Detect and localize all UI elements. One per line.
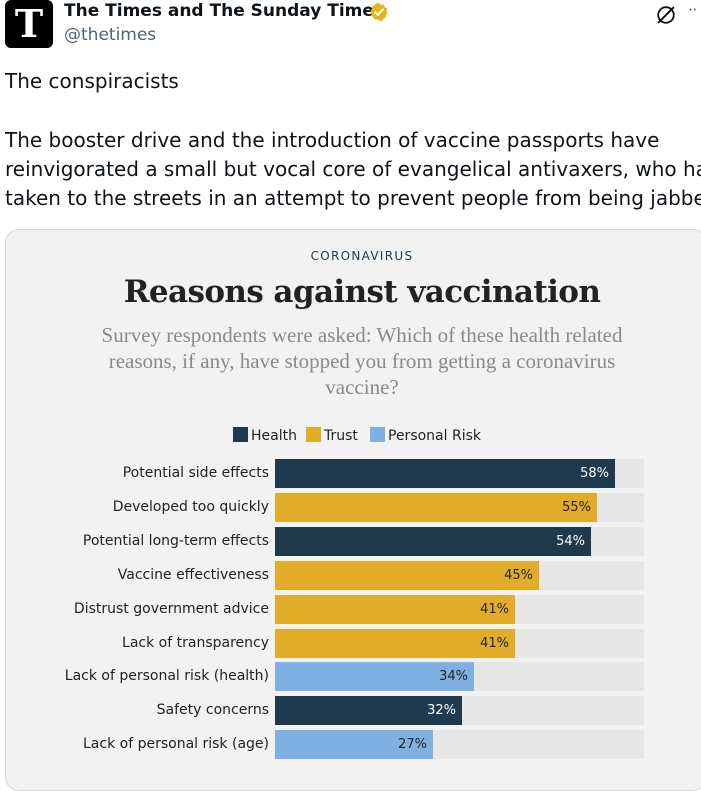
category-label: Distrust government advice xyxy=(73,600,269,617)
category-label: Lack of personal risk (health) xyxy=(64,668,269,685)
bar xyxy=(275,730,433,760)
category-label: Vaccine effectiveness xyxy=(117,566,269,583)
category-label: Potential side effects xyxy=(122,465,269,481)
bar-value-label: 58% xyxy=(580,466,609,481)
display-name[interactable]: The Times and The Sunday Times xyxy=(64,1,385,21)
legend-swatch-personal-risk xyxy=(370,427,385,442)
category-label: Developed too quickly xyxy=(112,498,269,515)
grok-icon[interactable] xyxy=(655,4,677,26)
bar-value-label: 32% xyxy=(427,703,456,719)
category-label: Potential long-term effects xyxy=(82,532,269,549)
category-label: Lack of personal risk (age) xyxy=(83,736,269,753)
category-label: Safety concerns xyxy=(156,702,269,719)
chart-image-card[interactable]: CORONAVIRUS Reasons against vaccination … xyxy=(5,229,701,791)
legend-item-health: Health xyxy=(233,427,297,447)
legend-label-health: Health xyxy=(251,428,297,444)
more-options-button[interactable]: ·· xyxy=(688,0,697,19)
bar-value-label: 45% xyxy=(504,567,533,583)
tweet-body-line-2: reinvigorated a small but vocal core of … xyxy=(5,157,701,181)
chart-subtitle: Survey respondents were asked: Which of … xyxy=(101,323,623,399)
account-handle[interactable]: @thetimes xyxy=(64,25,157,45)
chart-kicker: CORONAVIRUS xyxy=(310,249,414,263)
bar xyxy=(275,594,515,624)
bar-value-label: 27% xyxy=(398,737,427,753)
legend-swatch-trust xyxy=(306,427,321,442)
avatar[interactable]: T xyxy=(5,0,53,48)
bar-value-label: 41% xyxy=(480,601,509,617)
legend-swatch-health xyxy=(233,427,248,442)
bar xyxy=(275,459,615,488)
chart-title: Reasons against vaccination xyxy=(123,274,601,310)
bar xyxy=(275,526,591,556)
bar xyxy=(275,492,597,522)
bar-value-label: 55% xyxy=(562,499,591,515)
bar-value-label: 41% xyxy=(480,635,509,651)
tweet-body-line-3: taken to the streets in an attempt to pr… xyxy=(5,186,701,210)
bar-value-label: 54% xyxy=(556,533,585,549)
legend-label-trust: Trust xyxy=(324,428,358,444)
legend-item-trust: Trust xyxy=(306,427,358,447)
bar xyxy=(275,696,462,726)
legend-label-personal-risk: Personal Risk xyxy=(388,428,481,444)
bar xyxy=(275,628,515,658)
tweet-header: T The Times and The Sunday Times @thetim… xyxy=(0,0,701,60)
bar xyxy=(275,662,474,692)
bar-value-label: 34% xyxy=(439,669,468,685)
tweet-body-line-1: The booster drive and the introduction o… xyxy=(5,128,660,152)
bar xyxy=(275,560,539,590)
tweet-title: The conspiracists xyxy=(5,69,179,93)
verified-badge-icon[interactable] xyxy=(369,2,389,22)
legend-item-personal-risk: Personal Risk xyxy=(370,427,481,447)
category-label: Lack of transparency xyxy=(122,634,269,651)
